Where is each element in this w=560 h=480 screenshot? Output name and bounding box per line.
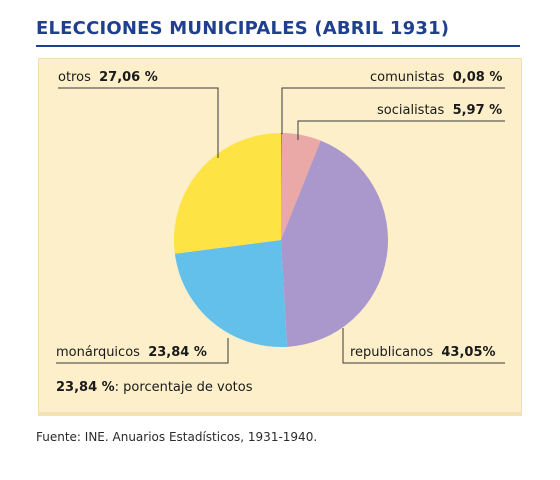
label-socialistas: socialistas 5,97 %	[377, 103, 502, 118]
label-republicanos-value: 43,05%	[441, 345, 496, 360]
pie-slice-socialistas	[281, 133, 321, 240]
label-republicanos: republicanos 43,05%	[350, 345, 496, 360]
label-socialistas-name: socialistas	[377, 103, 445, 118]
pie-slice-republicanos	[281, 140, 388, 347]
pie-slice-comunistas	[281, 132, 282, 240]
label-monarquicos-value: 23,84 %	[148, 345, 207, 360]
leader-lines	[56, 87, 505, 364]
label-otros-value: 27,06 %	[99, 70, 158, 85]
label-monarquicos-name: monárquicos	[56, 345, 140, 360]
panel-bottom-band	[38, 412, 522, 416]
pie-slice-monarquicos	[174, 240, 288, 348]
title-underline	[36, 45, 520, 47]
label-monarquicos: monárquicos 23,84 %	[56, 345, 207, 360]
legend-note: 23,84 %: porcentaje de votos	[56, 380, 253, 395]
label-otros-name: otros	[58, 70, 91, 85]
leader-line-comunistas	[281, 87, 505, 134]
leader-line-otros	[58, 87, 219, 158]
leader-line-socialistas	[297, 120, 505, 140]
chart-title: ELECCIONES MUNICIPALES (ABRIL 1931)	[36, 18, 450, 39]
legend-note-value: 23,84 %	[56, 380, 115, 395]
label-comunistas: comunistas 0,08 %	[370, 70, 502, 85]
label-republicanos-name: republicanos	[350, 345, 434, 360]
label-socialistas-value: 5,97 %	[452, 103, 503, 118]
label-comunistas-value: 0,08 %	[452, 70, 503, 85]
leader-line-republicanos	[342, 328, 505, 364]
pie-slices	[174, 132, 388, 348]
legend-note-text: : porcentaje de votos	[114, 380, 253, 395]
pie-slice-otros	[174, 133, 281, 254]
label-comunistas-name: comunistas	[370, 70, 445, 85]
leader-line-monarquicos	[56, 338, 229, 364]
source-note: Fuente: INE. Anuarios Estadísticos, 1931…	[36, 430, 318, 444]
label-otros: otros 27,06 %	[58, 70, 158, 85]
